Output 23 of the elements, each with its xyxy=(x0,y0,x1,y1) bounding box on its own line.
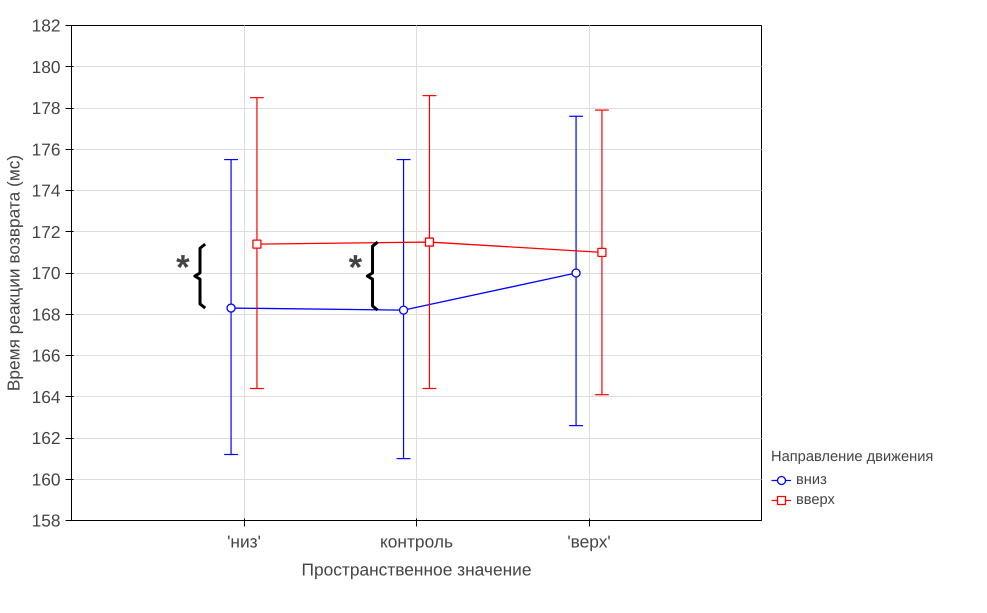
y-tick-label: 166 xyxy=(32,346,61,366)
y-tick-label: 170 xyxy=(32,263,61,283)
x-axis-title: Пространственное значение xyxy=(302,560,532,580)
annotation: * xyxy=(348,248,363,287)
y-tick-label: 164 xyxy=(32,386,61,407)
y-tick-label: 168 xyxy=(32,304,61,324)
x-tick-label: 'низ' xyxy=(227,532,261,552)
y-axis-title: Время реакции возврата (мс) xyxy=(4,154,24,392)
annotation: * xyxy=(176,248,190,287)
y-tick-label: 160 xyxy=(32,469,61,490)
y-tick-label: 158 xyxy=(32,510,61,530)
y-tick-label: 174 xyxy=(32,180,61,200)
legend-title: Направление движения xyxy=(771,449,934,465)
legend-label: вниз xyxy=(796,472,827,488)
y-tick-label: 180 xyxy=(32,56,61,77)
legend-label: вверх xyxy=(796,492,835,508)
y-tick-label: 172 xyxy=(32,222,61,242)
y-tick-label: 162 xyxy=(32,428,61,448)
x-tick-label: 'верх' xyxy=(567,532,611,552)
y-tick-label: 178 xyxy=(32,98,61,118)
y-tick-label: 182 xyxy=(32,16,61,36)
x-tick-label: контроль xyxy=(380,532,453,552)
y-tick-label: 176 xyxy=(32,139,61,160)
